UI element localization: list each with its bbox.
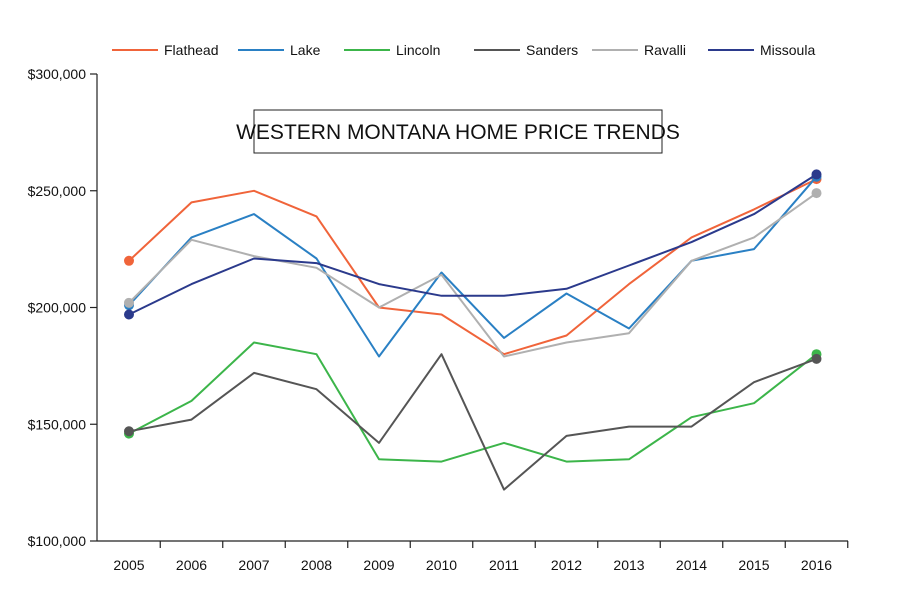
y-tick-label: $100,000 xyxy=(28,533,87,549)
y-tick-label: $150,000 xyxy=(28,416,87,432)
x-tick-label: 2009 xyxy=(363,557,394,573)
series-lincoln xyxy=(124,341,822,463)
series-ravalli xyxy=(124,188,822,358)
title-frame xyxy=(253,109,663,154)
series-lake xyxy=(124,171,822,358)
series-line-lake xyxy=(128,176,818,358)
legend-label: Missoula xyxy=(760,42,815,58)
x-tick-label: 2006 xyxy=(176,557,207,573)
chart-title: WESTERN MONTANA HOME PRICE TRENDS xyxy=(236,121,680,144)
legend-label: Lake xyxy=(290,42,321,58)
y-tick-label: $250,000 xyxy=(28,183,87,199)
legend-label: Lincoln xyxy=(396,42,440,58)
x-ticks: 2005 2006 2007 2008 2009 2010 2011 2012 2013 2014… xyxy=(113,541,849,573)
endpoint-end-ravalli xyxy=(811,188,822,199)
y-tick-label: $300,000 xyxy=(28,66,87,82)
endpoint-end-missoula xyxy=(811,169,822,180)
chart-title-box: WESTERN MONTANA HOME PRICE TRENDS xyxy=(236,109,680,154)
legend-item-ravalli: Ravalli xyxy=(592,42,686,58)
series-missoula xyxy=(124,169,822,320)
endpoint-end-sanders xyxy=(811,353,822,364)
endpoint-start-ravalli xyxy=(124,297,134,308)
x-tick-label: 2010 xyxy=(426,557,457,573)
x-tick-label: 2013 xyxy=(613,557,644,573)
x-tick-label: 2007 xyxy=(238,557,269,573)
legend-item-sanders: Sanders xyxy=(474,42,578,58)
x-tick-label: 2008 xyxy=(301,557,332,573)
legend: Flathead Lake Lincoln Sanders Ravalli Missoul… xyxy=(112,42,815,58)
x-tick-label: 2015 xyxy=(738,557,769,573)
y-tick-label: $200,000 xyxy=(28,300,87,316)
legend-item-missoula: Missoula xyxy=(708,42,815,58)
series-line-ravalli xyxy=(128,192,818,358)
series-line-lincoln xyxy=(128,341,818,463)
endpoint-start-missoula xyxy=(124,309,134,320)
series-line-sanders xyxy=(128,353,817,491)
series-line-flathead xyxy=(128,178,817,356)
endpoint-start-flathead xyxy=(124,255,134,266)
legend-item-lincoln: Lincoln xyxy=(344,42,440,58)
series-line-missoula xyxy=(128,173,818,316)
legend-label: Ravalli xyxy=(644,42,686,58)
x-tick-label: 2005 xyxy=(113,557,144,573)
x-tick-label: 2011 xyxy=(489,557,519,573)
legend-label: Flathead xyxy=(164,42,218,58)
legend-item-lake: Lake xyxy=(238,42,321,58)
legend-item-flathead: Flathead xyxy=(112,42,218,58)
y-ticks: $100,000 $150,000 $200,000 $250,000 $300,000 xyxy=(28,66,97,549)
x-tick-label: 2012 xyxy=(551,557,582,573)
series-sanders xyxy=(124,353,822,491)
x-tick-label: 2014 xyxy=(676,557,707,573)
x-tick-label: 2016 xyxy=(801,557,832,573)
legend-label: Sanders xyxy=(526,42,578,58)
series-flathead xyxy=(124,174,822,356)
endpoint-start-sanders xyxy=(124,426,134,437)
series-group xyxy=(124,169,822,491)
